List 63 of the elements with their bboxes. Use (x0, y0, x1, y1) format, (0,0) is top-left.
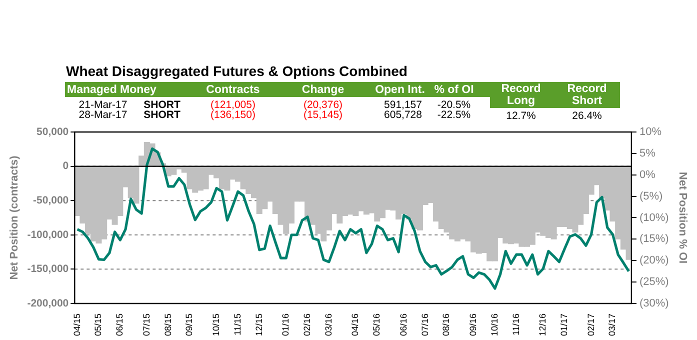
y2-tick-label: 5% (639, 147, 656, 160)
text: SHORT (144, 99, 180, 111)
y-tick-label: -50,000 (33, 194, 69, 206)
y2-tick-label: (5%) (639, 190, 663, 202)
text: -22.5% (437, 109, 471, 121)
x-tick-label: 04/16 (350, 313, 360, 336)
y2-tick-label: 10% (639, 126, 662, 138)
y-tick-label: -100,000 (27, 228, 69, 241)
x-tick-label: 05/16 (372, 313, 382, 336)
x-tick-label: 03/16 (323, 313, 334, 336)
x-tick-label: 07/15 (141, 313, 152, 336)
y-tick-label: -150,000 (27, 263, 69, 276)
x-tick-label: 08/15 (162, 313, 173, 336)
text: Managed Money (67, 84, 156, 96)
y2-tick-label: 0% (639, 168, 656, 181)
y-tick-label: -200,000 (27, 297, 69, 310)
text: Contracts (206, 84, 260, 96)
y2-tick-label: (20%) (639, 254, 669, 267)
x-tick-label: 12/15 (254, 313, 264, 336)
text: (20,376) (303, 99, 343, 111)
text: 591,157 (384, 99, 422, 111)
text: % of OI (434, 84, 474, 96)
y2-tick-label: (10%) (639, 212, 669, 224)
text: SHORT (144, 109, 180, 121)
x-tick-label: 12/16 (538, 313, 548, 336)
x-tick-label: 02/17 (586, 313, 596, 336)
text: Record Short (566, 83, 608, 107)
x-tick-label: 07/16 (420, 313, 430, 336)
x-tick-label: 10/15 (211, 313, 222, 336)
x-tick-label: 03/17 (607, 313, 618, 336)
y2-tick-label: (30%) (639, 298, 669, 310)
x-tick-label: 08/16 (441, 313, 452, 336)
x-tick-label: 05/15 (93, 313, 104, 336)
y2-tick-label: (15%) (639, 233, 669, 246)
x-tick-label: 09/16 (468, 313, 478, 336)
text: 605,728 (384, 109, 422, 121)
x-tick-label: 06/16 (398, 313, 408, 336)
x-tick-label: 09/15 (184, 313, 194, 336)
x-tick-label: 06/15 (114, 313, 125, 336)
x-tick-label: 01/17 (559, 313, 570, 336)
text: 28-Mar-17 (78, 109, 128, 121)
x-tick-label: 01/16 (280, 313, 291, 336)
text: (15,145) (303, 109, 343, 121)
y-tick-label: 50,000 (36, 126, 69, 138)
x-tick-label: 10/16 (489, 313, 500, 336)
x-tick-label: 11/16 (510, 313, 521, 336)
text: (121,005) (210, 99, 256, 111)
chart-title: Wheat Disaggregated Futures & Options Combined (66, 63, 408, 79)
y2-axis-title: Net Position % OI (676, 172, 688, 264)
text: (136,150) (210, 109, 256, 121)
y-tick-label: 0 (62, 160, 69, 172)
x-tick-label: 02/16 (302, 313, 312, 336)
text: 12.7% (506, 110, 536, 122)
text: -20.5% (437, 99, 471, 111)
y-axis-title: Net Position (contracts) (8, 155, 21, 280)
text: 26.4% (572, 110, 602, 122)
x-tick-label: 04/15 (72, 313, 82, 336)
text: Open Int. (375, 84, 425, 96)
text: Change (302, 84, 344, 96)
y2-tick-label: (25%) (639, 276, 669, 288)
text: Record Long (500, 83, 542, 107)
x-tick-label: 11/15 (232, 313, 242, 336)
text: 21-Mar-17 (78, 99, 128, 111)
